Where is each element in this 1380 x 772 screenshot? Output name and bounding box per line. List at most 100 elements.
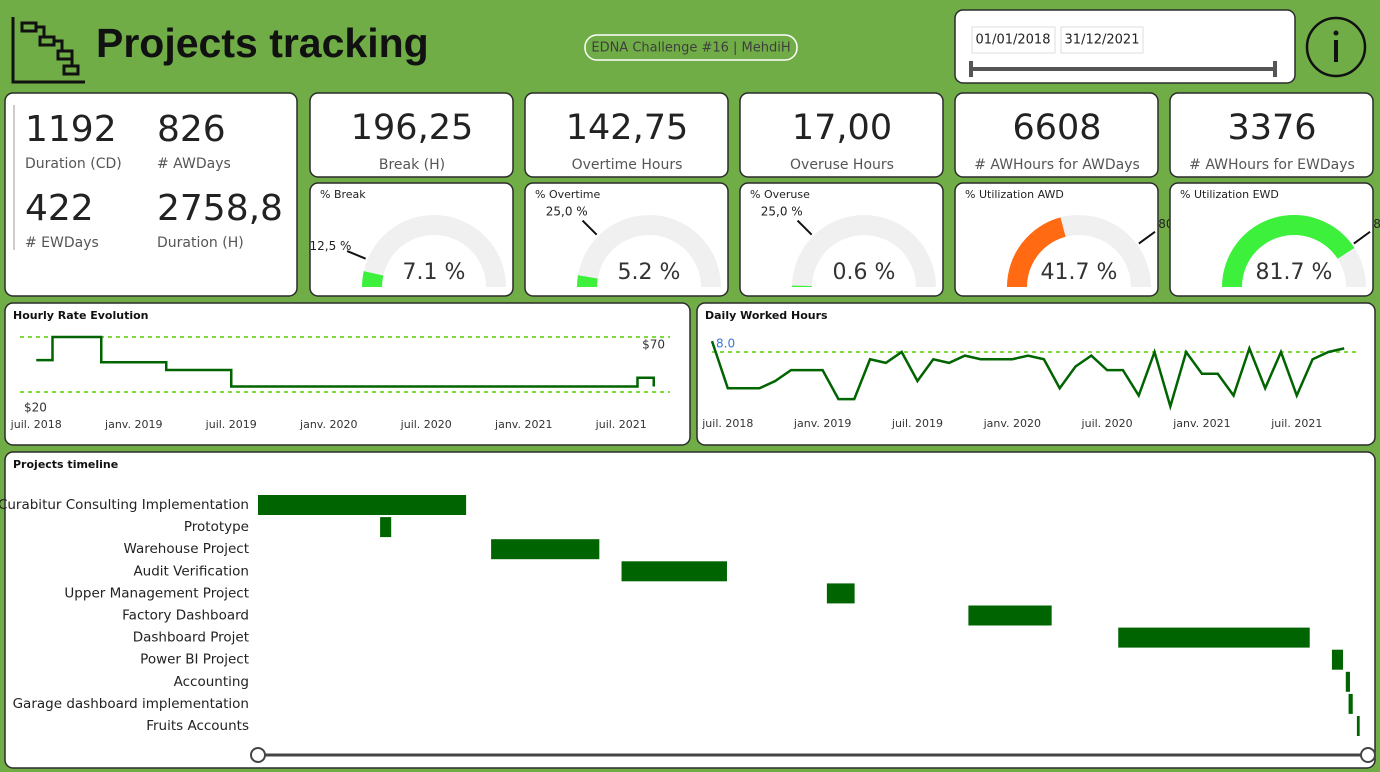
x-tick-label: janv. 2020 — [299, 418, 357, 431]
slider-handle[interactable] — [1273, 61, 1277, 77]
gantt-bar — [621, 561, 727, 582]
chart-card — [696, 302, 1376, 446]
x-tick-label: juil. 2021 — [595, 418, 647, 431]
gantt-bar — [1345, 671, 1350, 692]
gauge-fill — [1007, 217, 1066, 287]
kpi-card — [524, 92, 729, 178]
gantt-bar — [258, 495, 467, 515]
row-label: Garage dashboard implementation — [13, 696, 249, 712]
kpi-label: Duration (CD) — [25, 156, 122, 172]
chart-title: Projects timeline — [13, 458, 118, 471]
row-label: Power BI Project — [140, 652, 249, 668]
reference-label: $70 — [642, 338, 665, 352]
chart-card — [4, 302, 691, 446]
gauge-target — [346, 250, 367, 260]
gauge-fill — [1222, 215, 1355, 287]
info-icon — [1334, 40, 1338, 62]
kpi-value: 3376 — [1227, 108, 1316, 148]
date-end: 31/12/2021 — [1065, 33, 1140, 48]
kpi-value: 6608 — [1012, 108, 1101, 148]
row-label: Prototype — [184, 519, 249, 535]
gauge-target-label: 25,0 % — [761, 205, 803, 219]
gauge-value: 81.7 % — [1256, 260, 1333, 285]
date-input[interactable] — [971, 26, 1056, 54]
chart-title: Daily Worked Hours — [705, 309, 828, 322]
x-tick-label: janv. 2021 — [1172, 417, 1230, 430]
gauge-track — [362, 215, 506, 287]
row-label: Warehouse Project — [123, 541, 249, 557]
date-input[interactable] — [1060, 26, 1144, 54]
kpi-card — [739, 92, 944, 178]
kpi-label: # AWDays — [157, 156, 231, 172]
gauge-target — [796, 219, 813, 236]
x-tick-label: juil. 2018 — [701, 417, 753, 430]
kpi-value: 826 — [157, 109, 226, 150]
gauge-track — [577, 215, 721, 287]
line-series — [710, 340, 1345, 411]
info-button[interactable] — [1305, 16, 1367, 78]
row-label: Fruits Accounts — [146, 718, 249, 734]
gauge-target — [1353, 230, 1371, 245]
kpi-card — [309, 92, 514, 178]
gauge-value: 5.2 % — [618, 260, 681, 285]
x-tick-label: janv. 2019 — [104, 418, 162, 431]
kpi-value: 142,75 — [566, 108, 688, 148]
summary-card — [4, 92, 298, 297]
row-label: Curabitur Consulting Implementation — [0, 497, 249, 513]
gauge-fill — [362, 271, 384, 287]
slider-handle — [250, 747, 266, 763]
kpi-label: Break (H) — [379, 157, 445, 173]
gantt-bar — [1118, 627, 1310, 648]
kpi-label: Overuse Hours — [790, 157, 894, 173]
slider-handle[interactable] — [969, 61, 973, 77]
kpi-label: Duration (H) — [157, 235, 244, 251]
row-label: Factory Dashboard — [122, 608, 249, 624]
kpi-label: # AWHours for AWDays — [974, 157, 1140, 173]
x-tick-label: janv. 2019 — [793, 417, 851, 430]
gantt-bar — [968, 605, 1052, 626]
row-label: Dashboard Projet — [133, 630, 249, 646]
gauge-title: % Utilization EWD — [1180, 188, 1279, 201]
gantt-bar — [1348, 693, 1353, 714]
gauge-track — [792, 215, 936, 287]
gauge-title: % Utilization AWD — [965, 188, 1064, 201]
x-tick-label: juil. 2019 — [891, 417, 943, 430]
x-tick-label: janv. 2021 — [494, 418, 552, 431]
gantt-bar — [380, 517, 392, 538]
x-tick-label: juil. 2020 — [1081, 417, 1133, 430]
line-series — [36, 335, 655, 388]
x-tick-label: janv. 2020 — [983, 417, 1041, 430]
kpi-label: # AWHours for EWDays — [1189, 157, 1355, 173]
gauge-fill — [792, 285, 813, 287]
date-start: 01/01/2018 — [976, 33, 1051, 48]
kpi-value: 2758,8 — [157, 188, 283, 229]
x-tick-label: juil. 2019 — [205, 418, 257, 431]
page-title: Projects tracking — [96, 20, 429, 66]
gauge-title: % Overtime — [535, 188, 600, 201]
gauge-target — [581, 219, 598, 236]
row-label: Accounting — [174, 674, 249, 690]
kpi-label: # EWDays — [25, 235, 99, 251]
gantt-bar — [826, 583, 855, 604]
row-label: Upper Management Project — [64, 585, 249, 601]
gauge-title: % Break — [320, 188, 366, 201]
kpi-card — [954, 92, 1159, 178]
x-tick-label: juil. 2020 — [400, 418, 452, 431]
kpi-value: 422 — [25, 188, 94, 229]
gauge-target-label: 25,0 % — [546, 205, 588, 219]
logo-icon — [11, 17, 85, 84]
info-icon — [1333, 30, 1339, 36]
gauge-target — [1138, 230, 1156, 245]
badge: EDNA Challenge #16 | MehdiH — [591, 41, 790, 56]
kpi-value: 196,25 — [351, 108, 473, 148]
chart-title: Hourly Rate Evolution — [13, 309, 149, 322]
gauge-value: 0.6 % — [833, 260, 896, 285]
kpi-value: 1192 — [25, 109, 117, 150]
reference-label: 8.0 — [716, 337, 735, 351]
x-tick-label: juil. 2021 — [1270, 417, 1322, 430]
kpi-value: 17,00 — [792, 108, 892, 148]
gauge-value: 7.1 % — [403, 260, 466, 285]
kpi-card — [1169, 92, 1374, 178]
